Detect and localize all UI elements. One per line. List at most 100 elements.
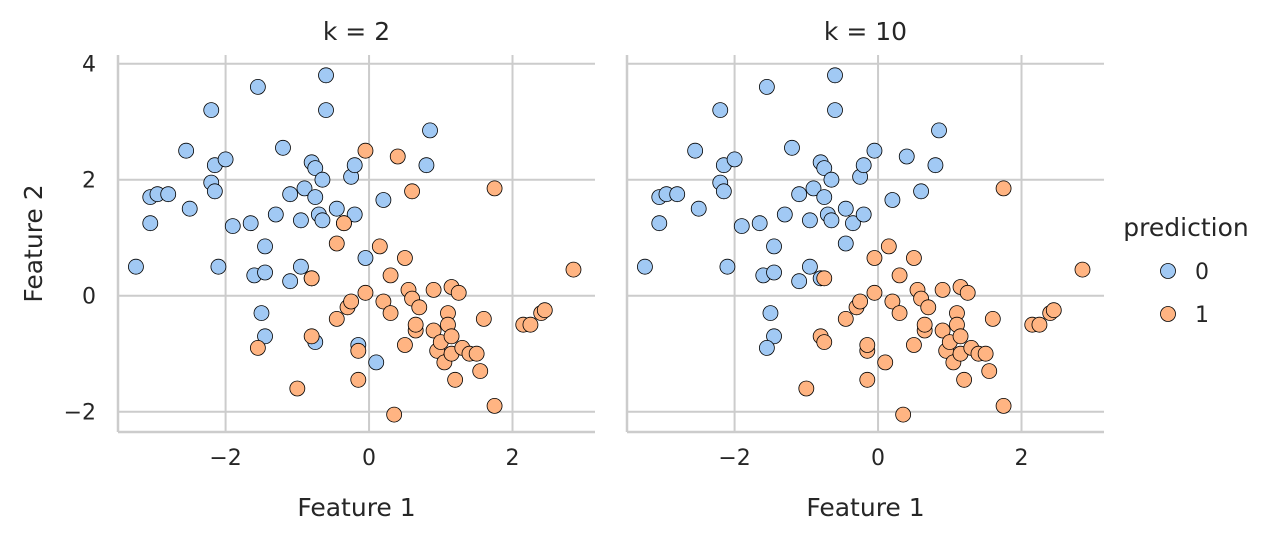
data-point-class-1 [303, 328, 320, 345]
data-point-class-0 [217, 151, 234, 168]
data-point-class-1 [906, 250, 922, 266]
data-point-class-0 [855, 157, 872, 174]
data-point-class-0 [733, 218, 750, 235]
data-point-class-0 [766, 328, 782, 345]
data-point-class-1 [859, 371, 876, 388]
data-point-class-0 [314, 171, 331, 188]
data-point-class-1 [357, 284, 374, 301]
data-point-class-0 [307, 189, 324, 206]
data-point-class-1 [816, 270, 833, 287]
x-tick-label: 0 [871, 446, 885, 471]
data-point-class-0 [866, 142, 883, 159]
data-point-class-1 [249, 339, 266, 356]
x-tick-label: 2 [506, 446, 520, 471]
data-point-class-1 [371, 238, 388, 255]
data-point-class-0 [293, 258, 309, 275]
data-point-class-0 [913, 183, 929, 200]
data-point-class-1 [952, 328, 969, 345]
x-axis-label: Feature 1 [806, 493, 924, 522]
y-tick-label: 4 [82, 53, 96, 78]
data-point-class-1 [995, 180, 1012, 197]
data-point-class-1 [382, 305, 399, 322]
data-point-class-0 [275, 139, 291, 156]
data-point-class-1 [837, 310, 854, 327]
data-point-class-0 [249, 79, 266, 95]
data-point-class-0 [687, 142, 704, 159]
data-point-class-0 [318, 102, 334, 118]
data-point-class-0 [715, 183, 732, 200]
data-point-class-0 [346, 206, 363, 223]
data-point-class-1 [906, 337, 922, 353]
data-point-class-0 [758, 79, 775, 95]
data-point-class-0 [762, 305, 779, 322]
data-point-class-1 [425, 281, 442, 298]
data-point-class-0 [160, 186, 177, 203]
data-point-class-0 [293, 212, 309, 229]
x-tick-label: −2 [209, 446, 241, 471]
data-point-class-0 [816, 189, 833, 206]
data-point-class-1 [891, 305, 908, 322]
data-point-class-0 [802, 212, 818, 229]
data-point-class-0 [898, 148, 915, 165]
data-point-class-0 [375, 192, 392, 208]
data-point-class-1 [486, 397, 503, 414]
data-point-class-0 [257, 238, 273, 255]
data-point-class-0 [791, 186, 808, 203]
data-point-class-0 [203, 102, 220, 118]
data-point-class-0 [837, 200, 854, 217]
y-tick-label: 0 [82, 285, 96, 310]
data-point-class-0 [855, 206, 872, 223]
data-point-class-0 [712, 102, 729, 118]
data-point-class-0 [418, 157, 435, 174]
data-point-class-1 [468, 345, 485, 362]
data-point-class-0 [766, 264, 782, 281]
data-point-class-0 [776, 206, 793, 223]
data-point-class-1 [343, 293, 360, 310]
data-point-class-1 [1031, 316, 1048, 333]
data-point-class-0 [827, 102, 843, 118]
x-tick-label: 0 [362, 446, 376, 471]
data-point-class-1 [1074, 261, 1091, 278]
data-point-class-1 [336, 215, 352, 232]
y-tick-label: −2 [64, 401, 96, 426]
data-point-class-0 [253, 305, 270, 322]
data-point-class-1 [981, 363, 998, 380]
data-point-class-1 [866, 284, 883, 301]
data-point-class-0 [784, 139, 800, 156]
data-point-class-1 [934, 322, 951, 339]
data-point-class-0 [823, 212, 840, 229]
data-point-class-1 [984, 310, 1001, 327]
data-point-class-1 [375, 293, 392, 310]
data-point-class-1 [389, 148, 406, 165]
legend: prediction 0 1 [1123, 213, 1248, 328]
data-point-class-1 [350, 371, 367, 388]
data-point-class-1 [536, 302, 553, 319]
data-point-class-1 [386, 406, 403, 423]
data-point-class-1 [956, 371, 973, 388]
data-point-class-1 [486, 180, 503, 197]
data-point-class-1 [995, 397, 1012, 414]
data-point-class-0 [766, 238, 782, 255]
data-point-class-1 [920, 299, 937, 316]
data-point-class-0 [802, 258, 818, 275]
panel-title: k = 10 [824, 17, 907, 46]
data-point-class-0 [816, 160, 833, 177]
data-point-class-0 [282, 273, 299, 290]
data-point-class-0 [257, 328, 273, 345]
panel-k-2: −2 0 2 −2 0 2 4 k = 2 Feature 1 Feature 2 [19, 17, 595, 522]
data-point-class-1 [934, 281, 951, 298]
data-point-class-1 [450, 284, 467, 301]
data-point-class-0 [827, 67, 843, 84]
data-point-class-1 [289, 380, 306, 397]
data-point-class-0 [328, 200, 345, 217]
data-point-class-1 [303, 270, 320, 287]
data-point-class-1 [916, 316, 933, 333]
data-point-class-0 [845, 215, 861, 232]
data-point-class-0 [206, 183, 223, 200]
data-point-class-1 [859, 337, 876, 353]
data-point-class-1 [1045, 302, 1062, 319]
legend-label-0: 0 [1195, 260, 1209, 285]
data-point-class-1 [328, 235, 345, 252]
x-axis-label: Feature 1 [297, 493, 415, 522]
x-tick-label: −2 [718, 446, 750, 471]
